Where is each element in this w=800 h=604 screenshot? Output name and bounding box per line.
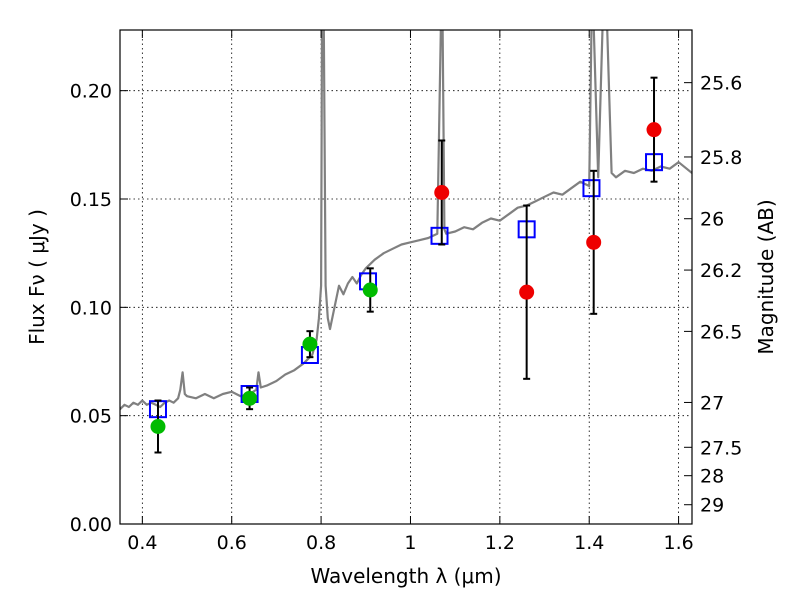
mag-tick-label: 27.5 xyxy=(700,437,742,459)
flux-point xyxy=(646,122,662,138)
model-photometry-square xyxy=(582,179,601,198)
mag-tick-label: 25.6 xyxy=(700,73,742,95)
x-tick-label: 1.4 xyxy=(574,532,604,554)
mag-tick-label: 26.5 xyxy=(700,321,742,343)
flux-point xyxy=(519,284,535,300)
mag-tick-label: 28 xyxy=(700,466,724,488)
axes: 0.4 0.6 0.8 1 1.2 1.4 1.6 0.00 0.05 0.10 0.15 0.20 2… xyxy=(70,29,742,554)
plot-background xyxy=(120,30,692,524)
y-tick-label: 0.10 xyxy=(70,297,112,319)
x-tick-label: 0.8 xyxy=(306,532,336,554)
y-tick-label: 0.05 xyxy=(70,406,112,428)
x-axis-title: Wavelength λ (μm) xyxy=(310,564,501,588)
sed-model-line xyxy=(120,30,692,410)
flux-point xyxy=(150,419,166,434)
mag-tick-label: 29 xyxy=(700,495,724,517)
x-tick-label: 1.2 xyxy=(485,532,515,554)
flux-point xyxy=(586,234,602,250)
x-tick-label: 1.6 xyxy=(663,532,693,554)
flux-point xyxy=(302,336,318,352)
y-axis-title: Flux Fν ( μJy ) xyxy=(25,209,49,345)
data-layer xyxy=(120,30,692,454)
flux-point xyxy=(434,185,450,200)
mag-tick-label: 27 xyxy=(700,392,724,414)
x-tick-label: 1 xyxy=(404,532,416,554)
y-tick-label: 0.00 xyxy=(70,514,112,536)
x-tick-label: 0.6 xyxy=(217,532,247,554)
plot-frame xyxy=(119,29,693,525)
y-tick-label: 0.20 xyxy=(70,81,112,103)
y-tick-label: 0.15 xyxy=(70,189,112,211)
flux-point xyxy=(362,282,378,298)
mag-tick-label: 26 xyxy=(700,209,724,231)
mag-tick-label: 25.8 xyxy=(700,147,742,169)
x-tick-label: 0.4 xyxy=(127,532,157,554)
y2-axis-title: Magnitude (AB) xyxy=(754,199,778,354)
flux-point xyxy=(242,390,258,406)
mag-tick-label: 26.2 xyxy=(700,260,742,282)
